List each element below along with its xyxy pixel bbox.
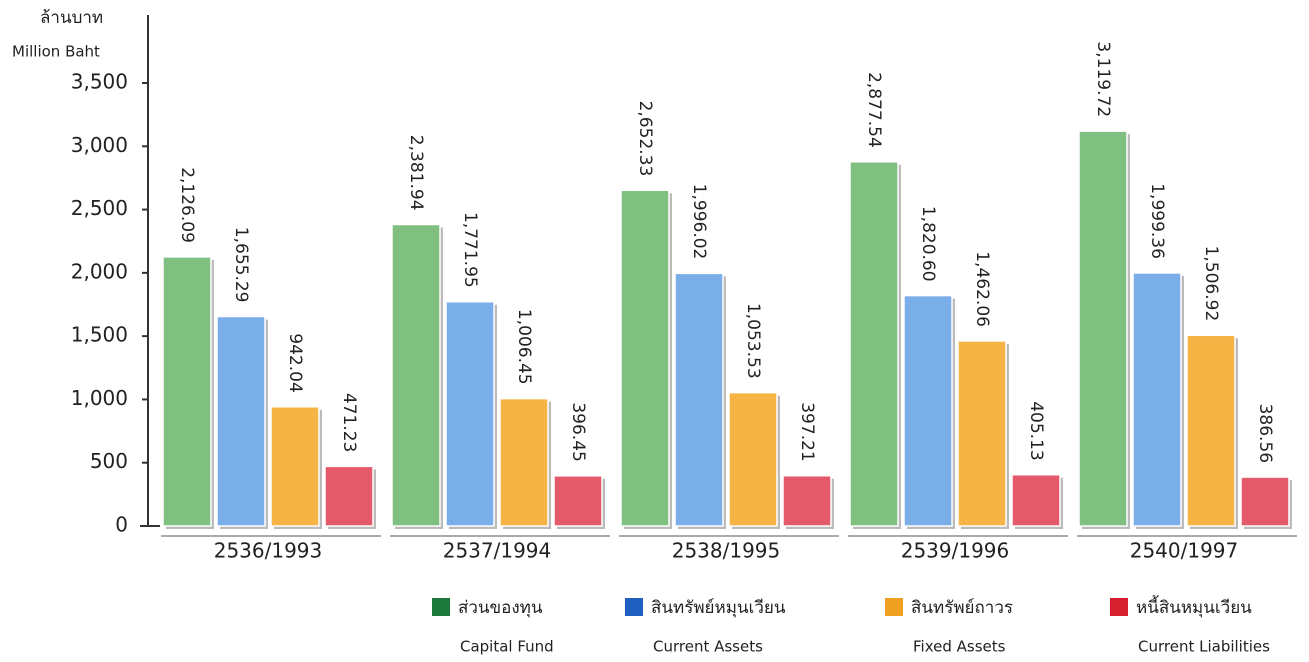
bar — [324, 465, 374, 527]
bar — [216, 315, 266, 527]
value-label: 2,877.54 — [864, 72, 884, 148]
x-tick-label: 2537/1994 — [443, 539, 552, 563]
y-tick-label: 1,500 — [71, 323, 128, 347]
x-tick-label: 2539/1996 — [901, 539, 1010, 563]
y-axis-label-thai: ล้านบาท — [40, 8, 103, 28]
bar — [1240, 476, 1290, 527]
legend-label-thai: สินทรัพย์หมุนเวียน — [651, 598, 786, 618]
y-tick-label: 3,000 — [71, 133, 128, 157]
bar — [782, 474, 832, 527]
y-tick-label: 2,500 — [71, 196, 128, 220]
value-label: 1,462.06 — [972, 251, 992, 327]
bar — [849, 161, 899, 527]
bar — [1011, 473, 1061, 527]
bar — [162, 256, 212, 527]
bar — [728, 391, 778, 527]
value-label: 2,126.09 — [177, 167, 197, 243]
x-tick-label: 2538/1995 — [672, 539, 781, 563]
value-label: 471.23 — [339, 393, 359, 452]
legend-swatch — [885, 598, 903, 616]
bar — [903, 294, 953, 527]
value-label: 3,119.72 — [1093, 41, 1113, 117]
legend-swatch — [625, 598, 643, 616]
bar — [499, 397, 549, 527]
value-label: 386.56 — [1255, 404, 1275, 463]
legend-label-thai: ส่วนของทุน — [458, 598, 543, 618]
legend-label: Current Liabilities — [1138, 638, 1270, 656]
legend-label-thai: สินทรัพย์ถาวร — [911, 598, 1013, 618]
value-label: 1,006.45 — [514, 309, 534, 385]
legend-label: Fixed Assets — [913, 638, 1006, 656]
value-label: 942.04 — [285, 333, 305, 392]
x-tick-label: 2540/1997 — [1130, 539, 1239, 563]
value-label: 396.45 — [568, 402, 588, 461]
legend-label: Capital Fund — [460, 638, 554, 656]
y-axis-label: Million Baht — [12, 43, 100, 61]
bar — [553, 475, 603, 527]
value-label: 1,996.02 — [689, 184, 709, 260]
legend-label: Current Assets — [653, 638, 763, 656]
value-label: 405.13 — [1026, 401, 1046, 460]
bar — [445, 300, 495, 527]
y-tick-label: 2,000 — [71, 259, 128, 283]
value-label: 1,771.95 — [460, 212, 480, 288]
value-label: 2,652.33 — [635, 101, 655, 177]
bar — [620, 189, 670, 527]
y-tick-label: 0 — [115, 513, 128, 537]
bar — [391, 223, 441, 527]
y-tick-label: 3,500 — [71, 70, 128, 94]
bar — [957, 340, 1007, 527]
legend-swatch — [432, 598, 450, 616]
bar — [1186, 334, 1236, 527]
bar — [1132, 272, 1182, 527]
bar — [270, 406, 320, 527]
legend-label-thai: หนี้สินหมุนเวียน — [1136, 595, 1252, 618]
value-label: 1,999.36 — [1147, 183, 1167, 259]
bar — [1078, 130, 1128, 527]
value-label: 397.21 — [797, 402, 817, 461]
bar — [674, 272, 724, 527]
y-tick-label: 1,000 — [71, 386, 128, 410]
x-tick-label: 2536/1993 — [214, 539, 323, 563]
legend-swatch — [1110, 598, 1128, 616]
y-tick-label: 500 — [90, 449, 128, 473]
value-label: 2,381.94 — [406, 135, 426, 211]
value-label: 1,506.92 — [1201, 246, 1221, 322]
value-label: 1,820.60 — [918, 206, 938, 282]
value-label: 1,053.53 — [743, 303, 763, 379]
value-label: 1,655.29 — [231, 227, 251, 303]
